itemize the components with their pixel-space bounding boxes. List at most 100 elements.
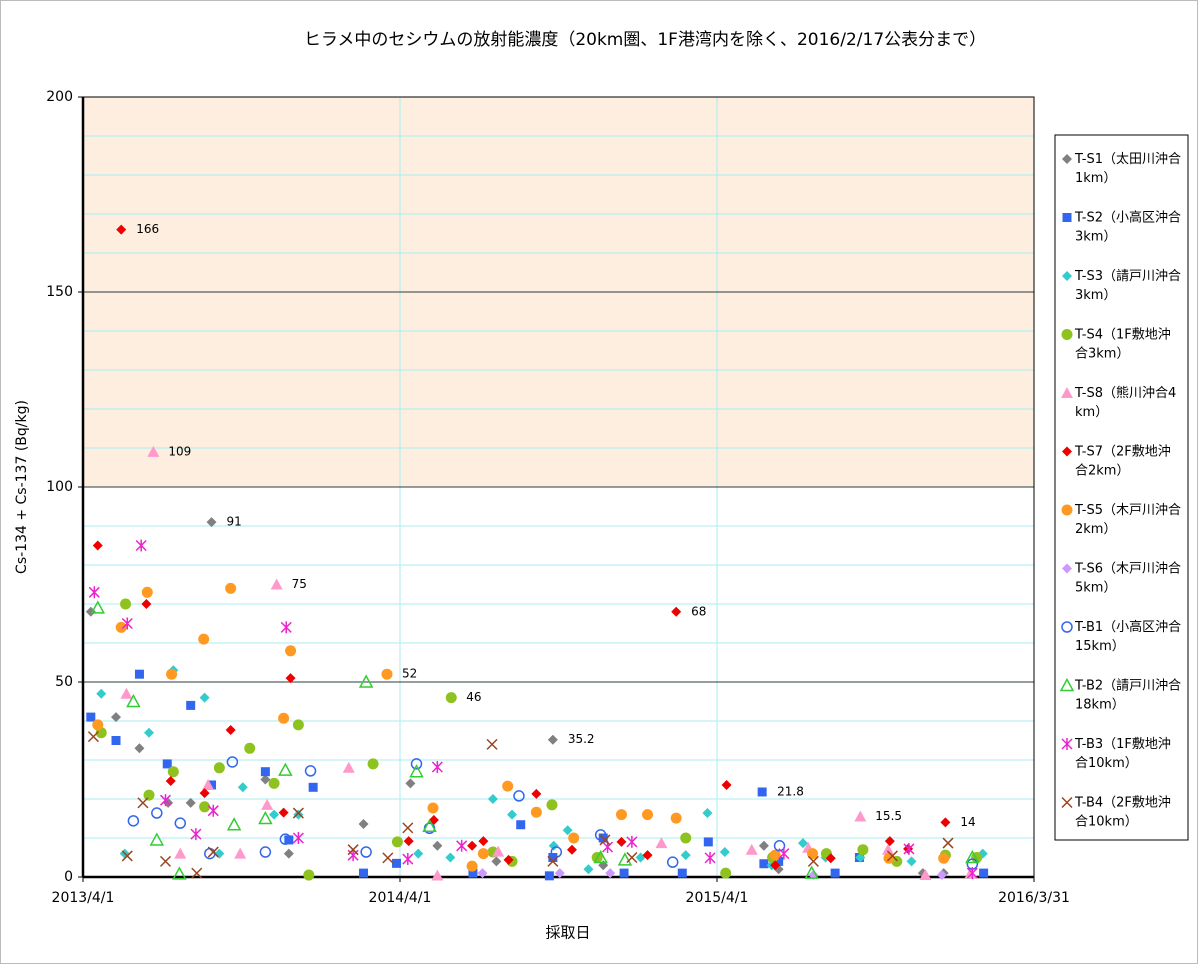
point <box>562 825 573 836</box>
point <box>431 869 444 881</box>
point <box>206 517 217 528</box>
point <box>680 832 692 844</box>
point <box>745 843 758 855</box>
point <box>491 856 502 867</box>
legend-label: T-B1（小高区沖合 15km） <box>1074 619 1181 654</box>
point <box>191 867 203 879</box>
point <box>530 806 542 818</box>
point <box>96 688 107 699</box>
point <box>280 621 292 634</box>
point <box>605 868 616 879</box>
point <box>285 645 297 657</box>
data-label: 109 <box>168 444 191 458</box>
point <box>642 850 653 861</box>
point <box>431 761 443 774</box>
point <box>87 731 99 743</box>
point <box>135 539 147 552</box>
point <box>677 868 687 878</box>
point <box>886 850 898 862</box>
point <box>405 778 416 789</box>
point <box>391 836 403 848</box>
point <box>151 807 163 819</box>
point <box>513 790 525 802</box>
point <box>516 820 526 830</box>
point <box>166 668 178 680</box>
x-tick-label: 2015/4/1 <box>686 890 749 906</box>
point <box>120 598 132 610</box>
point <box>531 788 542 799</box>
point <box>548 853 558 862</box>
point <box>115 621 127 633</box>
y-tick-label: 100 <box>46 479 73 495</box>
point <box>283 848 294 859</box>
point <box>174 817 187 829</box>
point <box>547 855 559 867</box>
point <box>719 847 730 858</box>
point <box>198 633 210 645</box>
point <box>159 794 172 807</box>
point <box>207 804 219 817</box>
point <box>202 778 215 790</box>
point <box>260 774 271 785</box>
point <box>1061 738 1073 750</box>
data-label: 35.2 <box>568 732 595 746</box>
point <box>548 840 559 851</box>
point <box>492 845 505 857</box>
point <box>347 849 359 862</box>
point <box>655 837 668 849</box>
point <box>938 852 950 864</box>
point <box>116 224 127 235</box>
data-label: 166 <box>136 222 159 236</box>
point <box>626 851 638 864</box>
data-label: 52 <box>402 667 417 681</box>
point <box>583 864 594 875</box>
point <box>456 839 468 852</box>
y-tick-label: 0 <box>64 869 73 885</box>
data-label: 75 <box>292 577 307 591</box>
legend-label: T-S1（太田川沖合 1km） <box>1074 152 1181 186</box>
point <box>92 719 104 731</box>
point <box>382 852 394 864</box>
point <box>615 809 627 821</box>
point <box>757 787 767 797</box>
point <box>807 848 819 860</box>
point <box>566 844 577 855</box>
point <box>979 868 989 878</box>
legend-box <box>1054 134 1189 841</box>
point <box>258 810 273 825</box>
point <box>134 669 144 679</box>
legend-label: T-B2（請戸川沖合 18km） <box>1074 678 1181 712</box>
point <box>758 840 769 851</box>
point <box>1061 621 1073 633</box>
y-tick-label: 200 <box>46 89 73 105</box>
point <box>143 789 155 801</box>
point <box>186 700 196 710</box>
y-tick-label: 50 <box>55 674 73 690</box>
point <box>244 742 256 754</box>
point <box>720 867 732 879</box>
point <box>392 858 402 868</box>
point <box>111 712 122 723</box>
point <box>626 835 638 848</box>
x-axis-label: 採取日 <box>545 924 590 942</box>
point <box>226 817 242 831</box>
point <box>278 807 289 818</box>
point <box>427 802 439 814</box>
point <box>137 797 149 809</box>
point <box>1062 154 1072 164</box>
point <box>770 860 781 871</box>
point <box>293 809 304 820</box>
point <box>804 865 819 879</box>
point <box>234 847 247 859</box>
point <box>884 836 895 847</box>
point <box>141 586 153 598</box>
point <box>185 797 196 808</box>
point <box>207 780 217 790</box>
point <box>167 766 179 778</box>
point <box>308 782 318 792</box>
point <box>88 586 100 599</box>
point <box>554 868 565 879</box>
point <box>126 693 141 708</box>
point <box>381 668 393 680</box>
point <box>854 810 867 822</box>
